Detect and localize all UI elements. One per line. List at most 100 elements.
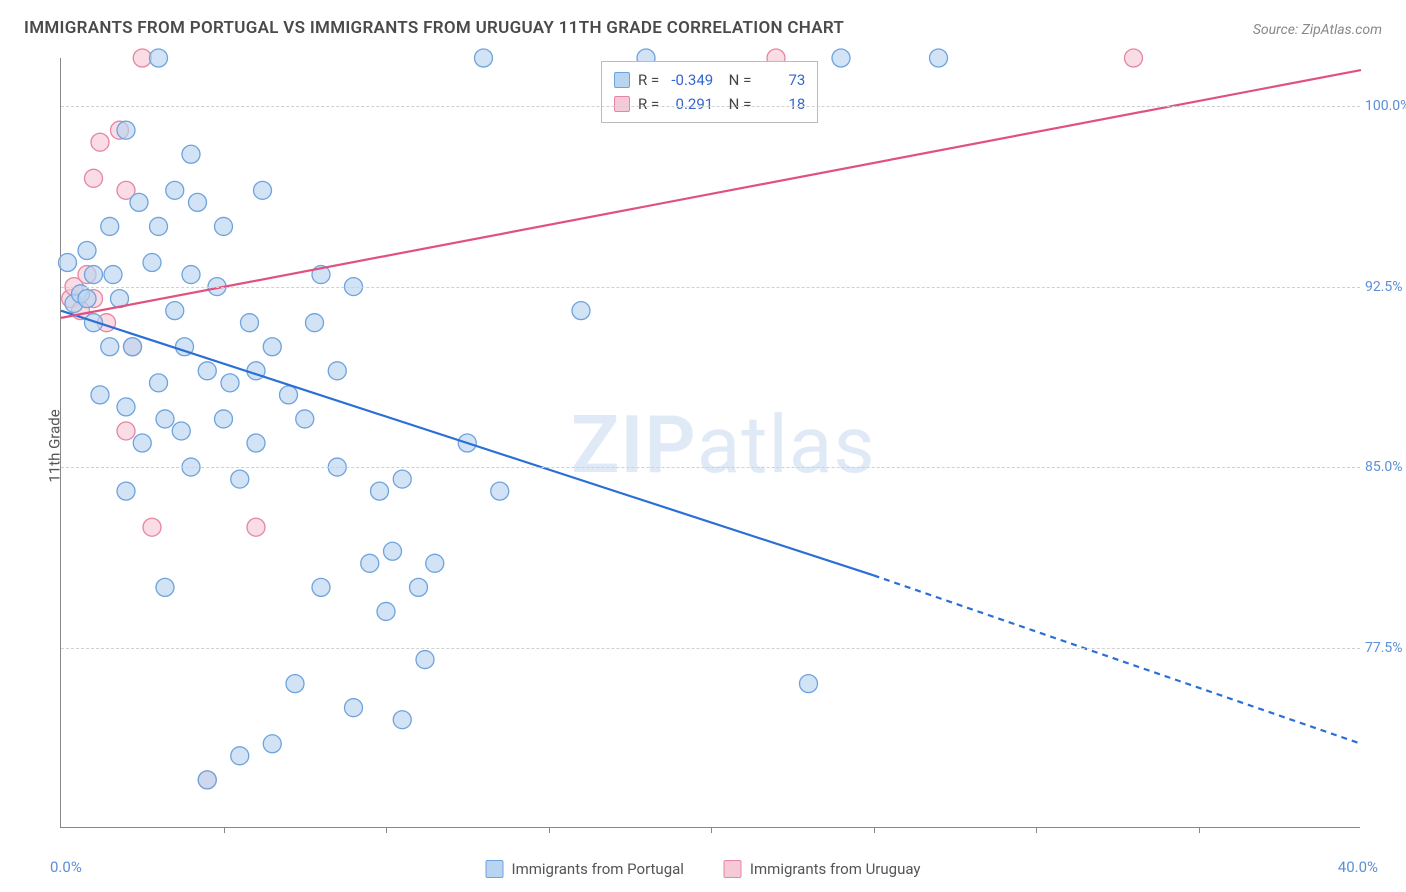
scatter-point [117,422,135,440]
scatter-point [166,181,184,199]
scatter-point [263,338,281,356]
scatter-point [198,771,216,789]
scatter-point [475,49,493,67]
x-tick [1199,827,1200,833]
scatter-point [78,242,96,260]
scatter-point [150,217,168,235]
scatter-point [296,410,314,428]
scatter-point [117,121,135,139]
y-tick-label: 92.5% [1365,279,1406,295]
scatter-point [59,254,77,272]
y-tick-label: 85.0% [1365,459,1406,475]
x-tick [711,827,712,833]
scatter-point [91,133,109,151]
legend-swatch-portugal [486,860,504,878]
scatter-point [1125,49,1143,67]
scatter-point [91,386,109,404]
scatter-point [426,554,444,572]
scatter-point [410,578,428,596]
scatter-point [78,290,96,308]
scatter-point [377,602,395,620]
scatter-point [133,49,151,67]
legend-item-uruguay: Immigrants from Uruguay [724,860,921,878]
stats-n-portugal: 73 [759,68,805,92]
x-tick [386,827,387,833]
bottom-legend: Immigrants from Portugal Immigrants from… [486,860,921,878]
scatter-point [182,266,200,284]
scatter-point [254,181,272,199]
scatter-point [280,386,298,404]
stats-n-label: N = [721,68,751,92]
scatter-point [166,302,184,320]
scatter-point [247,518,265,536]
scatter-point [241,314,259,332]
scatter-point [124,338,142,356]
scatter-point [393,711,411,729]
stats-r-label2: R = [638,92,659,116]
scatter-point [117,482,135,500]
stats-row-uruguay: R = 0.291 N = 18 [614,92,805,116]
x-axis-min-label: 0.0% [50,858,82,876]
x-tick [549,827,550,833]
legend-item-portugal: Immigrants from Portugal [486,860,684,878]
scatter-point [150,374,168,392]
scatter-point [306,314,324,332]
scatter-point [361,554,379,572]
stats-r-label: R = [638,68,659,92]
scatter-point [286,675,304,693]
stats-box: R = -0.349 N = 73 R = 0.291 N = 18 [601,61,818,123]
chart-title: IMMIGRANTS FROM PORTUGAL VS IMMIGRANTS F… [24,18,844,38]
scatter-point [800,675,818,693]
stats-row-portugal: R = -0.349 N = 73 [614,68,805,92]
scatter-point [231,470,249,488]
scatter-point [156,578,174,596]
legend-swatch-uruguay [724,860,742,878]
scatter-point [263,735,281,753]
scatter-point [328,362,346,380]
x-axis-max-label: 40.0% [1338,858,1378,876]
scatter-point [117,398,135,416]
scatter-point [312,578,330,596]
scatter-point [491,482,509,500]
gridline-h [61,467,1360,468]
scatter-point [104,266,122,284]
scatter-point [393,470,411,488]
scatter-point [247,434,265,452]
scatter-point [101,338,119,356]
source-attribution: Source: ZipAtlas.com [1253,22,1382,38]
stats-swatch-uruguay [614,96,630,112]
stats-n-label2: N = [721,92,751,116]
gridline-h [61,106,1360,107]
gridline-h [61,287,1360,288]
legend-label-uruguay: Immigrants from Uruguay [750,860,921,878]
stats-swatch-portugal [614,72,630,88]
legend-label-portugal: Immigrants from Portugal [512,860,684,878]
trend-line-portugal-dashed [874,575,1362,743]
scatter-point [345,699,363,717]
gridline-h [61,648,1360,649]
scatter-point [143,254,161,272]
scatter-point [156,410,174,428]
scatter-point [215,217,233,235]
plot-area: ZIPatlas R = -0.349 N = 73 R = 0.291 N =… [60,58,1360,828]
scatter-point [371,482,389,500]
scatter-point [130,193,148,211]
x-tick [224,827,225,833]
scatter-point [572,302,590,320]
x-tick [1036,827,1037,833]
scatter-point [832,49,850,67]
scatter-point [85,169,103,187]
scatter-point [215,410,233,428]
stats-r-portugal: -0.349 [667,68,713,92]
scatter-point [231,747,249,765]
scatter-point [198,362,216,380]
scatter-point [221,374,239,392]
stats-n-uruguay: 18 [759,92,805,116]
scatter-point [143,518,161,536]
stats-r-uruguay: 0.291 [667,92,713,116]
scatter-point [189,193,207,211]
scatter-point [150,49,168,67]
scatter-point [172,422,190,440]
scatter-point [182,145,200,163]
scatter-point [416,651,434,669]
